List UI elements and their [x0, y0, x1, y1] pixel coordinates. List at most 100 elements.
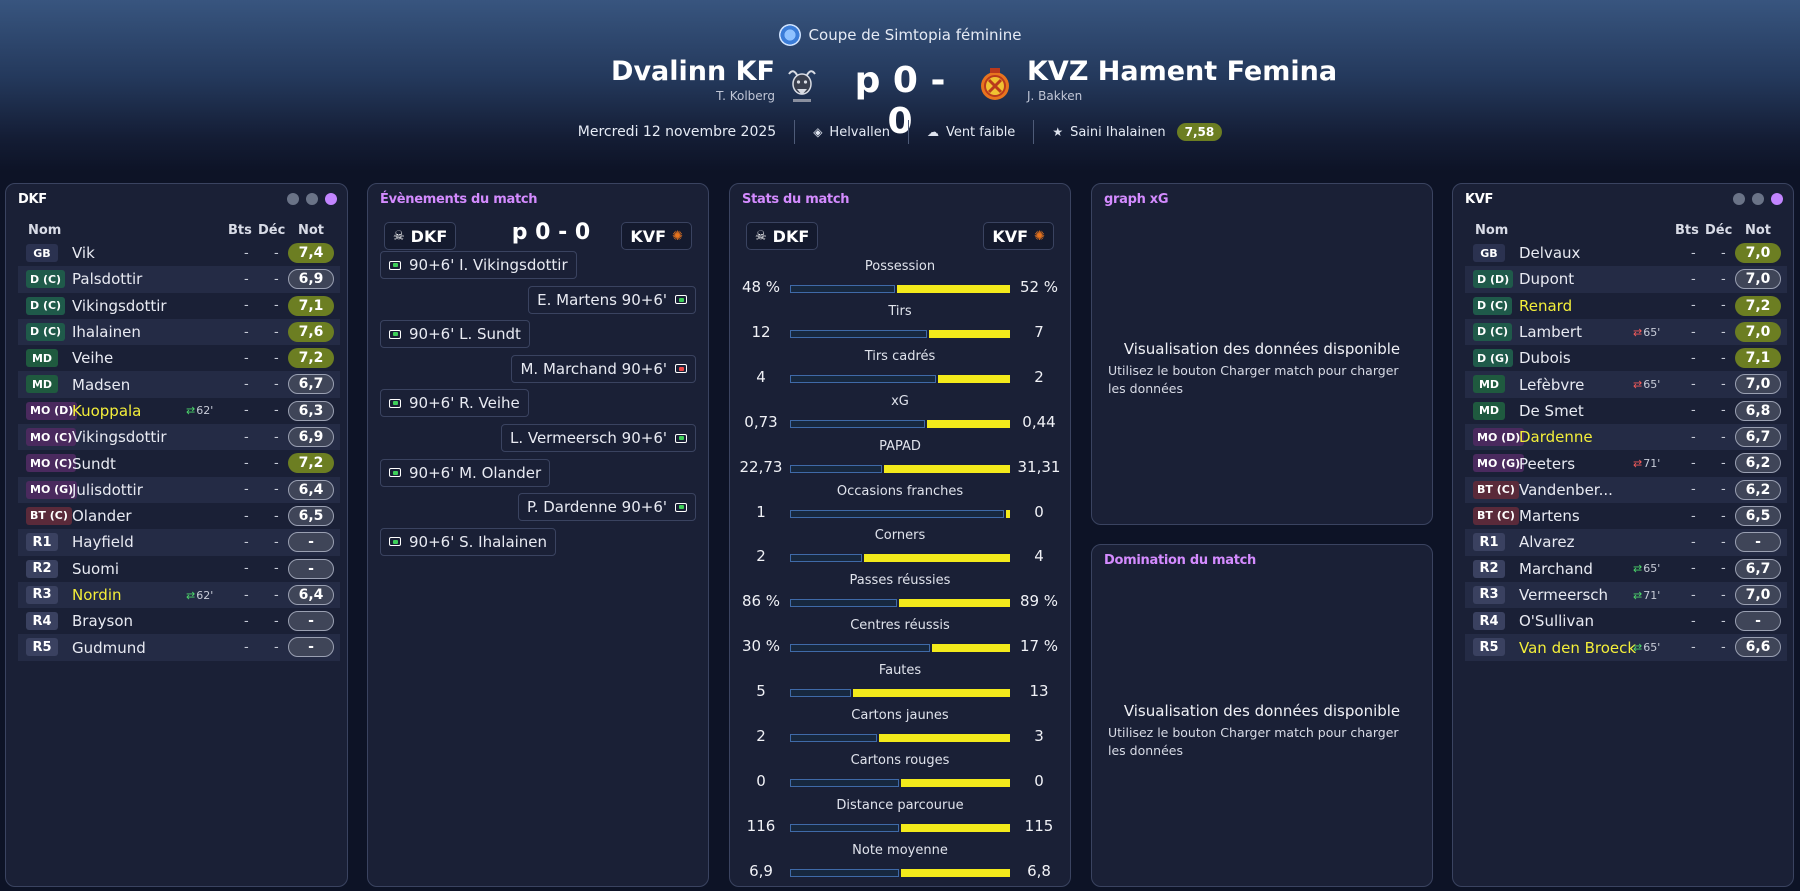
event-item[interactable]: 90+6' S. Ihalainen [380, 527, 557, 556]
home-team-name[interactable]: Dvalinn KF [611, 56, 775, 87]
player-name[interactable]: Vermeersch [1519, 586, 1609, 604]
player-name[interactable]: Lambert [1519, 323, 1582, 342]
home-team-chip[interactable]: ☠ DKF [384, 222, 457, 250]
player-row[interactable]: D (G) Dubois - -7,1 [1465, 345, 1787, 371]
player-row[interactable]: D (C) Ihalainen - -7,6 [18, 318, 340, 346]
player-name[interactable]: Veihe [72, 349, 114, 368]
player-row[interactable]: MD Madsen - -6,7 [18, 371, 340, 398]
away-coach[interactable]: J. Bakken [1027, 89, 1083, 103]
player-name[interactable]: Renard [1519, 296, 1573, 315]
player-row[interactable]: R1 Hayfield - - - [18, 529, 340, 556]
player-name[interactable]: Madsen [72, 375, 131, 394]
view-dot-3[interactable] [325, 193, 337, 205]
away-crest-icon[interactable] [978, 66, 1012, 106]
player-row[interactable]: D (D) Dupont - -7,0 [1465, 266, 1787, 293]
column-nom[interactable]: Nom [1475, 222, 1509, 238]
player-row[interactable]: BT (C) Olander - -6,5 [18, 503, 340, 529]
player-name[interactable]: Kuoppala [72, 401, 142, 420]
player-row[interactable]: D (C) Renard - -7,2 [1465, 293, 1787, 319]
player-name[interactable]: Dubois [1519, 349, 1571, 368]
event-item[interactable]: 90+6' L. Sundt [380, 320, 530, 349]
competition-name[interactable]: Coupe de Simtopia féminine [808, 26, 1022, 44]
player-of-match[interactable]: ★ Saini Ihalainen 7,58 [1052, 123, 1223, 141]
player-name[interactable]: Lefèbvre [1519, 375, 1585, 394]
player-row[interactable]: R3 Nordin ⇄ 62' - -6,4 [18, 581, 340, 609]
player-row[interactable]: MO (D) Dardenne - -6,7 [1465, 424, 1787, 451]
player-row[interactable]: R1 Alvarez - - - [1465, 529, 1787, 556]
player-row[interactable]: BT (C) Martens - -6,5 [1465, 503, 1787, 529]
player-name[interactable]: Brayson [72, 612, 134, 631]
view-dot-2[interactable] [1752, 193, 1764, 205]
event-item[interactable]: 90+6' I. Vikingsdottir [380, 251, 577, 279]
player-row[interactable]: MO (G) Peeters ⇄ 71' - -6,2 [1465, 450, 1787, 476]
event-item[interactable]: 90+6' M. Olander [380, 458, 551, 487]
view-dot-3[interactable] [1771, 193, 1783, 205]
player-name[interactable]: Ihalainen [72, 323, 141, 342]
player-name[interactable]: Van den Broeck [1519, 638, 1637, 657]
view-dot-1[interactable] [1733, 193, 1745, 205]
player-row[interactable]: GB Vik - -7,4 [18, 240, 340, 266]
event-item[interactable]: 90+6' R. Veihe [380, 389, 529, 418]
player-name[interactable]: Dupont [1519, 270, 1575, 289]
home-crest-icon[interactable] [785, 66, 819, 106]
column-bts[interactable]: Bts [228, 222, 252, 238]
event-item[interactable]: E. Martens 90+6' [528, 285, 696, 314]
player-row[interactable]: MO (C) Vikingsdottir - -6,9 [18, 424, 340, 451]
player-row[interactable]: R5 Gudmund - - - [18, 634, 340, 661]
column-bts[interactable]: Bts [1675, 222, 1699, 238]
player-name[interactable]: Sundt [72, 454, 116, 473]
player-row[interactable]: BT (C) Vandenber... - -6,2 [1465, 476, 1787, 503]
player-name[interactable]: Martens [1519, 507, 1580, 526]
player-name[interactable]: Alvarez [1519, 533, 1575, 552]
player-row[interactable]: MD Lefèbvre ⇄ 65' - -7,0 [1465, 371, 1787, 398]
player-name[interactable]: Suomi [72, 559, 119, 578]
player-name[interactable]: Dardenne [1519, 428, 1593, 447]
player-name[interactable]: Julisdottir [72, 480, 143, 499]
home-team-chip[interactable]: ☠ DKF [746, 222, 819, 250]
column-nom[interactable]: Nom [28, 222, 62, 238]
stadium[interactable]: ◈ Helvallen [813, 125, 890, 140]
player-name[interactable]: Marchand [1519, 559, 1593, 578]
player-row[interactable]: MD De Smet - -6,8 [1465, 398, 1787, 424]
player-row[interactable]: D (C) Palsdottir - -6,9 [18, 266, 340, 293]
player-name[interactable]: Nordin [72, 586, 122, 604]
column-dec[interactable]: Déc [258, 222, 286, 238]
player-row[interactable]: R2 Suomi - - - [18, 556, 340, 582]
player-name[interactable]: Palsdottir [72, 270, 143, 289]
player-row[interactable]: MO (G) Julisdottir - -6,4 [18, 476, 340, 503]
away-team-chip[interactable]: KVF ✺ [621, 222, 692, 250]
player-row[interactable]: MO (C) Sundt - -7,2 [18, 450, 340, 476]
player-name[interactable]: Hayfield [72, 533, 134, 552]
event-item[interactable]: L. Vermeersch 90+6' [500, 424, 696, 452]
player-name[interactable]: O'Sullivan [1519, 612, 1595, 631]
player-name[interactable]: Vikingsdottir [72, 428, 167, 447]
player-name[interactable]: Olander [72, 507, 132, 526]
player-row[interactable]: GB Delvaux - -7,0 [1465, 240, 1787, 266]
player-row[interactable]: R5 Van den Broeck ⇄ 65' - -6,6 [1465, 634, 1787, 661]
player-name[interactable]: Gudmund [72, 638, 146, 657]
player-name[interactable]: Delvaux [1519, 244, 1581, 263]
view-dot-2[interactable] [306, 193, 318, 205]
away-team-chip[interactable]: KVF ✺ [983, 222, 1054, 250]
away-team-name[interactable]: KVZ Hament Femina [1027, 56, 1338, 87]
player-name[interactable]: Vandenber... [1519, 480, 1613, 499]
column-not[interactable]: Not [1745, 222, 1772, 238]
player-row[interactable]: R2 Marchand ⇄ 65' - -6,7 [1465, 556, 1787, 582]
player-name[interactable]: De Smet [1519, 401, 1584, 420]
player-row[interactable]: D (C) Vikingsdottir - -7,1 [18, 293, 340, 319]
column-dec[interactable]: Déc [1705, 222, 1733, 238]
player-name[interactable]: Peeters [1519, 454, 1576, 473]
player-row[interactable]: R4 O'Sullivan - - - [1465, 608, 1787, 634]
event-item[interactable]: M. Marchand 90+6' [511, 354, 696, 383]
player-row[interactable]: R4 Brayson - - - [18, 608, 340, 634]
player-row[interactable]: MO (D) Kuoppala ⇄ 62' - -6,3 [18, 398, 340, 424]
player-row[interactable]: D (C) Lambert ⇄ 65' - -7,0 [1465, 318, 1787, 346]
player-row[interactable]: MD Veihe - -7,2 [18, 345, 340, 371]
player-row[interactable]: R3 Vermeersch ⇄ 71' - -7,0 [1465, 581, 1787, 609]
event-item[interactable]: P. Dardenne 90+6' [518, 493, 696, 522]
view-dot-1[interactable] [287, 193, 299, 205]
column-not[interactable]: Not [298, 222, 325, 238]
player-name[interactable]: Vikingsdottir [72, 296, 167, 315]
player-name[interactable]: Vik [72, 244, 95, 263]
home-coach[interactable]: T. Kolberg [716, 89, 775, 103]
